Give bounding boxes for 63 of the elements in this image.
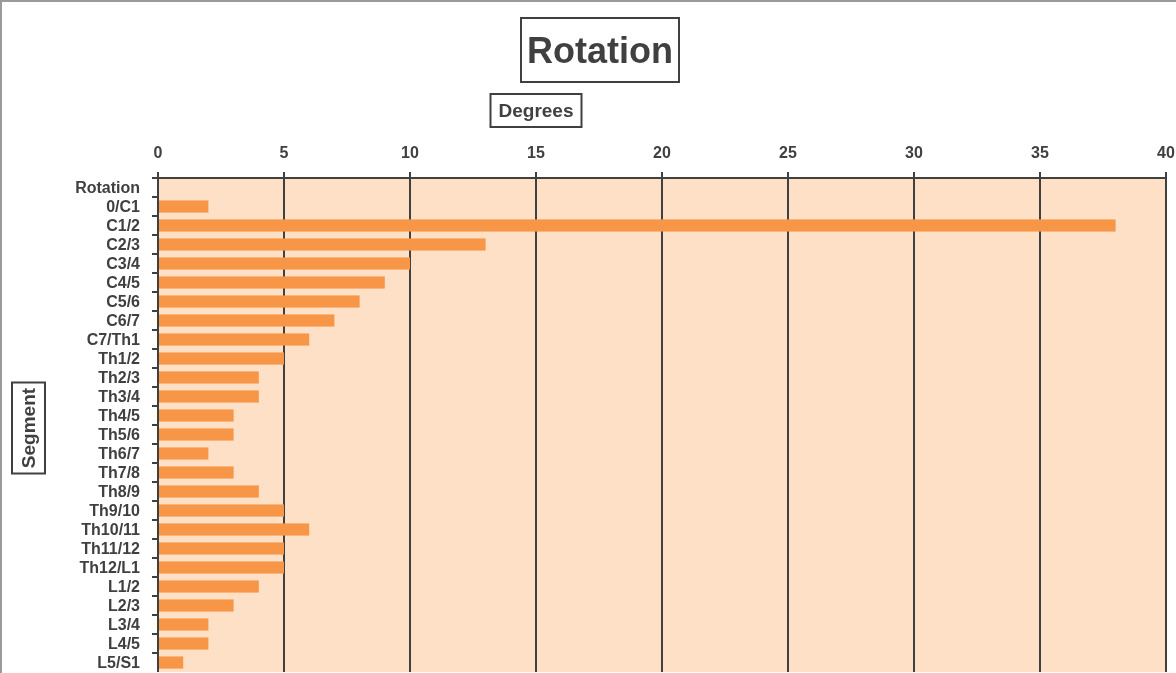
x-tick-label: 40 — [1157, 144, 1175, 161]
bar — [158, 219, 1116, 232]
bar — [158, 466, 234, 479]
y-tick-label: C6/7 — [106, 312, 141, 330]
y-tick-label: Th1/2 — [98, 350, 141, 368]
y-tick-label: Th7/8 — [98, 464, 141, 482]
y-tick-label: C2/3 — [106, 236, 141, 254]
y-tick-label: Th8/9 — [98, 483, 141, 501]
y-tick-label: L5/S1 — [97, 654, 141, 672]
y-tick-label: L3/4 — [107, 616, 141, 634]
bar — [158, 314, 335, 327]
bar — [158, 257, 410, 270]
y-tick-label: Th4/5 — [98, 407, 141, 425]
bar — [158, 371, 259, 384]
y-tick-label: L1/2 — [107, 578, 141, 596]
bar — [158, 618, 209, 631]
bar — [158, 561, 284, 574]
bar — [158, 428, 234, 441]
y-tick-label: 0/C1 — [106, 198, 141, 216]
x-tick-label: 30 — [905, 144, 923, 161]
y-tick-label: C4/5 — [106, 274, 141, 292]
y-tick-label: Th10/11 — [81, 521, 141, 539]
bar — [158, 504, 284, 517]
y-tick-label: Th2/3 — [98, 369, 141, 387]
bar — [158, 333, 310, 346]
chart-title: Rotation — [527, 29, 673, 71]
y-tick-label: L4/5 — [107, 635, 141, 653]
bar — [158, 200, 209, 213]
bar — [158, 599, 234, 612]
y-tick-label: Th12/L1 — [79, 559, 141, 577]
bar — [158, 276, 385, 289]
y-tick-label: Th5/6 — [98, 426, 141, 444]
x-tick-label: 35 — [1031, 144, 1049, 161]
y-tick-label: C7/Th1 — [86, 331, 141, 349]
y-axis-title: Segment — [17, 387, 39, 469]
bar — [158, 390, 259, 403]
x-tick-label: 25 — [779, 144, 797, 161]
bar — [158, 523, 310, 536]
y-tick-label: Th6/7 — [98, 445, 141, 463]
bar — [158, 580, 259, 593]
bar — [158, 238, 486, 251]
bar — [158, 485, 259, 498]
y-tick-label: Th11/12 — [81, 540, 141, 558]
bar — [158, 656, 184, 669]
bar — [158, 637, 209, 650]
bar — [158, 542, 284, 555]
y-tick-label: Rotation — [75, 179, 140, 197]
x-tick-label: 0 — [153, 144, 163, 161]
bar — [158, 409, 234, 422]
x-tick-label: 15 — [527, 144, 545, 161]
y-tick-label: Th9/10 — [89, 502, 141, 520]
y-tick-label: C3/4 — [106, 255, 141, 273]
bar — [158, 352, 284, 365]
x-tick-label: 20 — [653, 144, 671, 161]
y-tick-label: C5/6 — [106, 293, 141, 311]
bar — [158, 295, 360, 308]
y-tick-label: C1/2 — [106, 217, 141, 235]
x-tick-label: 10 — [401, 144, 419, 161]
bar — [158, 447, 209, 460]
x-axis-title: Degrees — [498, 99, 574, 121]
y-tick-label: L2/3 — [107, 597, 141, 615]
x-tick-label: 5 — [279, 144, 289, 161]
y-tick-label: Th3/4 — [98, 388, 141, 406]
